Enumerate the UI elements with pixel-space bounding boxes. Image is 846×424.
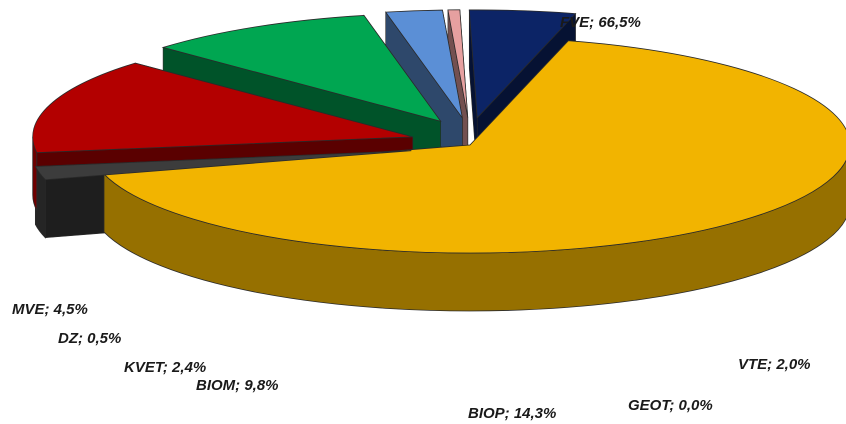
slice-label-biom: BIOM; 9,8% <box>196 377 279 394</box>
slice-label-dz: DZ; 0,5% <box>58 330 121 347</box>
slice-label-vte: VTE; 2,0% <box>738 356 811 373</box>
slice-label-kvet: KVET; 2,4% <box>124 359 206 376</box>
slice-label-geot: GEOT; 0,0% <box>628 397 713 414</box>
slice-top-vte <box>34 150 412 181</box>
pie-top-layer <box>32 9 846 254</box>
slice-top-fve <box>103 40 846 254</box>
slice-top-biom <box>161 15 442 122</box>
slice-top-biop <box>32 62 413 154</box>
slice-label-fve: FVE; 66,5% <box>560 14 641 31</box>
slice-label-mve: MVE; 4,5% <box>12 301 88 318</box>
slice-label-biop: BIOP; 14,3% <box>468 405 556 422</box>
slice-top-kvet <box>384 9 463 119</box>
slice-top-mve <box>468 9 577 119</box>
slice-top-dz <box>447 9 469 118</box>
pie-labels: FVE; 66,5% VTE; 2,0% GEOT; 0,0% BIOP; 14… <box>12 14 811 422</box>
